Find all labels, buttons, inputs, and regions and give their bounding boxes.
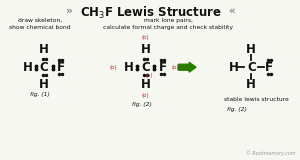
- Text: H: H: [124, 61, 134, 74]
- Text: H: H: [246, 43, 256, 56]
- Text: H: H: [141, 78, 151, 91]
- Text: (o): (o): [142, 93, 150, 98]
- Text: (o): (o): [172, 65, 179, 70]
- Text: H: H: [246, 78, 256, 91]
- Text: H: H: [22, 61, 32, 74]
- Text: »: »: [66, 5, 73, 15]
- Text: (o): (o): [146, 73, 153, 78]
- Text: mark lone pairs,
calculate formal charge and check stability: mark lone pairs, calculate formal charge…: [103, 18, 233, 30]
- Text: fig. (1): fig. (1): [30, 92, 50, 97]
- Text: (o): (o): [110, 65, 117, 70]
- Text: «: «: [228, 5, 235, 15]
- Text: C: C: [141, 61, 150, 74]
- Text: fig. (2): fig. (2): [226, 107, 246, 112]
- Text: H: H: [39, 43, 49, 56]
- Text: F: F: [57, 61, 65, 74]
- Text: H: H: [141, 43, 151, 56]
- Text: F: F: [265, 61, 273, 74]
- Text: fig. (2): fig. (2): [132, 102, 152, 107]
- Text: H: H: [39, 78, 49, 91]
- FancyArrow shape: [178, 62, 196, 72]
- Text: F: F: [158, 61, 166, 74]
- Text: (o): (o): [142, 35, 150, 40]
- Text: C: C: [247, 61, 256, 74]
- Text: H: H: [229, 61, 238, 74]
- Text: C: C: [40, 61, 49, 74]
- Text: stable lewis structure: stable lewis structure: [224, 97, 289, 102]
- Text: draw skeleton,
show chemical bond: draw skeleton, show chemical bond: [9, 18, 71, 30]
- Text: © Rootmemory.com: © Rootmemory.com: [246, 150, 296, 156]
- Text: CH$_3$F Lewis Structure: CH$_3$F Lewis Structure: [80, 5, 222, 21]
